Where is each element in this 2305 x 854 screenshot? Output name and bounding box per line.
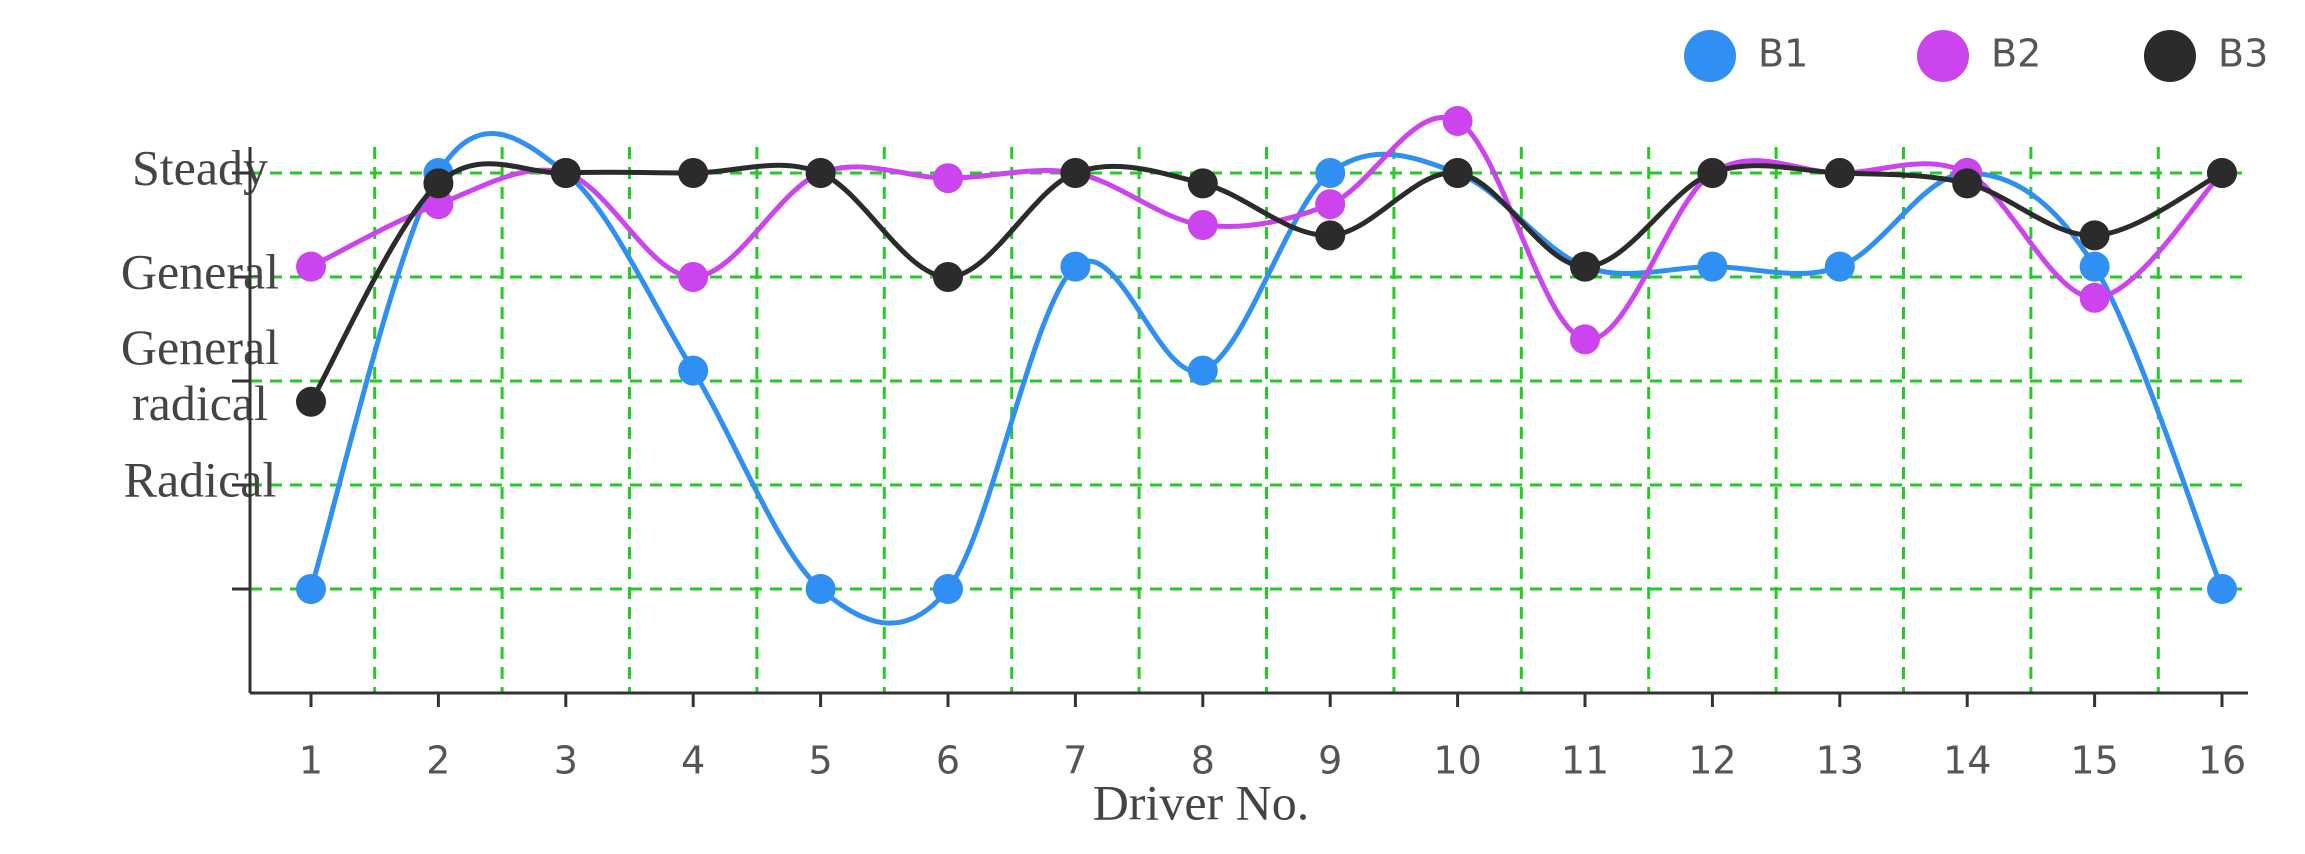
plot-area [296,106,2237,626]
series-line [308,161,2224,404]
point [1824,251,1855,282]
point [1187,210,1218,240]
x-tick-label: 1 [299,739,323,783]
x-tick-label: 11 [1561,739,1609,783]
point [1442,158,1473,188]
x-tick-label: 12 [1688,739,1736,783]
point [1442,106,1473,136]
legend-marker [1917,30,1969,82]
point [2207,574,2237,604]
point [1187,355,1218,386]
point [423,168,454,199]
point [550,158,581,188]
point [678,158,709,188]
x-tick-label: 6 [936,739,960,783]
point [1952,168,1983,199]
y-tick-label: Steady [132,139,268,195]
legend-label: B2 [1991,32,2041,76]
point [2079,220,2110,251]
y-tick-label: Radical [124,451,277,507]
point [1697,158,1728,188]
x-tick-label: 4 [681,739,705,783]
x-axis-title: Driver No. [1093,774,1310,830]
legend-marker [1684,30,1736,82]
y-tick-label: General [121,243,279,299]
x-tick-label: 16 [2198,739,2246,783]
x-tick-label: 2 [426,739,450,783]
point [933,163,963,194]
x-tick-label: 14 [1943,739,1991,783]
legend-label: B3 [2218,32,2268,76]
point [2207,158,2237,188]
x-tick-label: 7 [1063,739,1087,783]
point [1824,158,1855,188]
y-tick-label: General radical [121,319,279,431]
point [1570,324,1600,355]
point [2079,282,2110,313]
point [1315,220,1346,251]
x-tick-label: 5 [809,739,833,783]
x-tick-label: 15 [2070,739,2118,783]
point [1060,251,1091,282]
x-tick-label: 3 [554,739,578,783]
point [678,262,709,292]
point [2079,251,2110,282]
point [1315,189,1346,220]
point [423,189,454,220]
point [296,251,326,282]
point [1697,251,1728,282]
point [1570,251,1600,282]
legend-label: B1 [1758,32,1808,76]
legend-marker [2144,30,2196,82]
point [296,574,326,604]
point [933,574,963,604]
point [805,574,836,604]
x-tick-label: 9 [1318,739,1342,783]
point [933,262,963,292]
x-tick-label: 8 [1191,739,1215,783]
point [1187,168,1218,199]
x-tick-label: 13 [1816,739,1864,783]
point [678,355,709,386]
point [805,158,836,188]
point [296,386,326,417]
point [1060,158,1091,188]
point [1315,158,1346,188]
x-tick-label: 10 [1433,739,1481,783]
